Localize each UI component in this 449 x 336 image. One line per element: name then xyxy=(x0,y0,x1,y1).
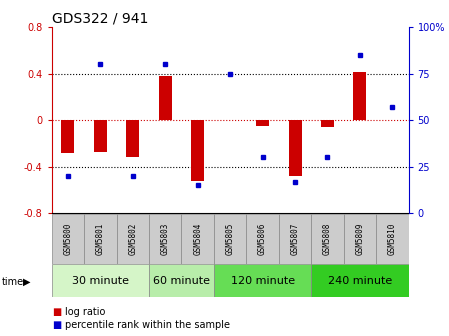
Text: 30 minute: 30 minute xyxy=(72,276,129,286)
Bar xyxy=(247,214,279,264)
Bar xyxy=(353,72,366,120)
Bar xyxy=(181,214,214,264)
Bar xyxy=(311,214,343,264)
Text: GSM5808: GSM5808 xyxy=(323,223,332,255)
Bar xyxy=(321,120,334,127)
Text: GSM5807: GSM5807 xyxy=(291,223,299,255)
Text: GSM5804: GSM5804 xyxy=(193,223,202,255)
Text: percentile rank within the sample: percentile rank within the sample xyxy=(65,320,230,330)
Text: ▶: ▶ xyxy=(23,277,31,287)
Text: ■: ■ xyxy=(52,307,61,317)
Text: GSM5809: GSM5809 xyxy=(356,223,365,255)
Bar xyxy=(311,264,409,297)
Text: 120 minute: 120 minute xyxy=(230,276,295,286)
Text: GSM5801: GSM5801 xyxy=(96,223,105,255)
Bar xyxy=(376,214,409,264)
Bar xyxy=(94,120,107,152)
Bar xyxy=(159,76,172,120)
Bar xyxy=(191,120,204,181)
Text: time: time xyxy=(2,277,24,287)
Bar xyxy=(62,120,75,153)
Text: log ratio: log ratio xyxy=(65,307,106,317)
Bar xyxy=(289,120,302,176)
Bar xyxy=(149,214,181,264)
Bar xyxy=(84,214,117,264)
Text: GSM5806: GSM5806 xyxy=(258,223,267,255)
Bar xyxy=(52,214,84,264)
Text: ■: ■ xyxy=(52,320,61,330)
Bar xyxy=(256,120,269,126)
Text: GDS322 / 941: GDS322 / 941 xyxy=(52,12,148,26)
Text: GSM5800: GSM5800 xyxy=(63,223,72,255)
Text: 240 minute: 240 minute xyxy=(328,276,392,286)
Bar xyxy=(52,264,149,297)
Bar xyxy=(214,264,311,297)
Bar xyxy=(343,214,376,264)
Bar xyxy=(126,120,139,157)
Bar xyxy=(279,214,311,264)
Text: GSM5803: GSM5803 xyxy=(161,223,170,255)
Text: GSM5810: GSM5810 xyxy=(388,223,397,255)
Bar xyxy=(214,214,247,264)
Text: 60 minute: 60 minute xyxy=(153,276,210,286)
Text: GSM5802: GSM5802 xyxy=(128,223,137,255)
Bar xyxy=(117,214,149,264)
Text: GSM5805: GSM5805 xyxy=(225,223,235,255)
Bar xyxy=(149,264,214,297)
